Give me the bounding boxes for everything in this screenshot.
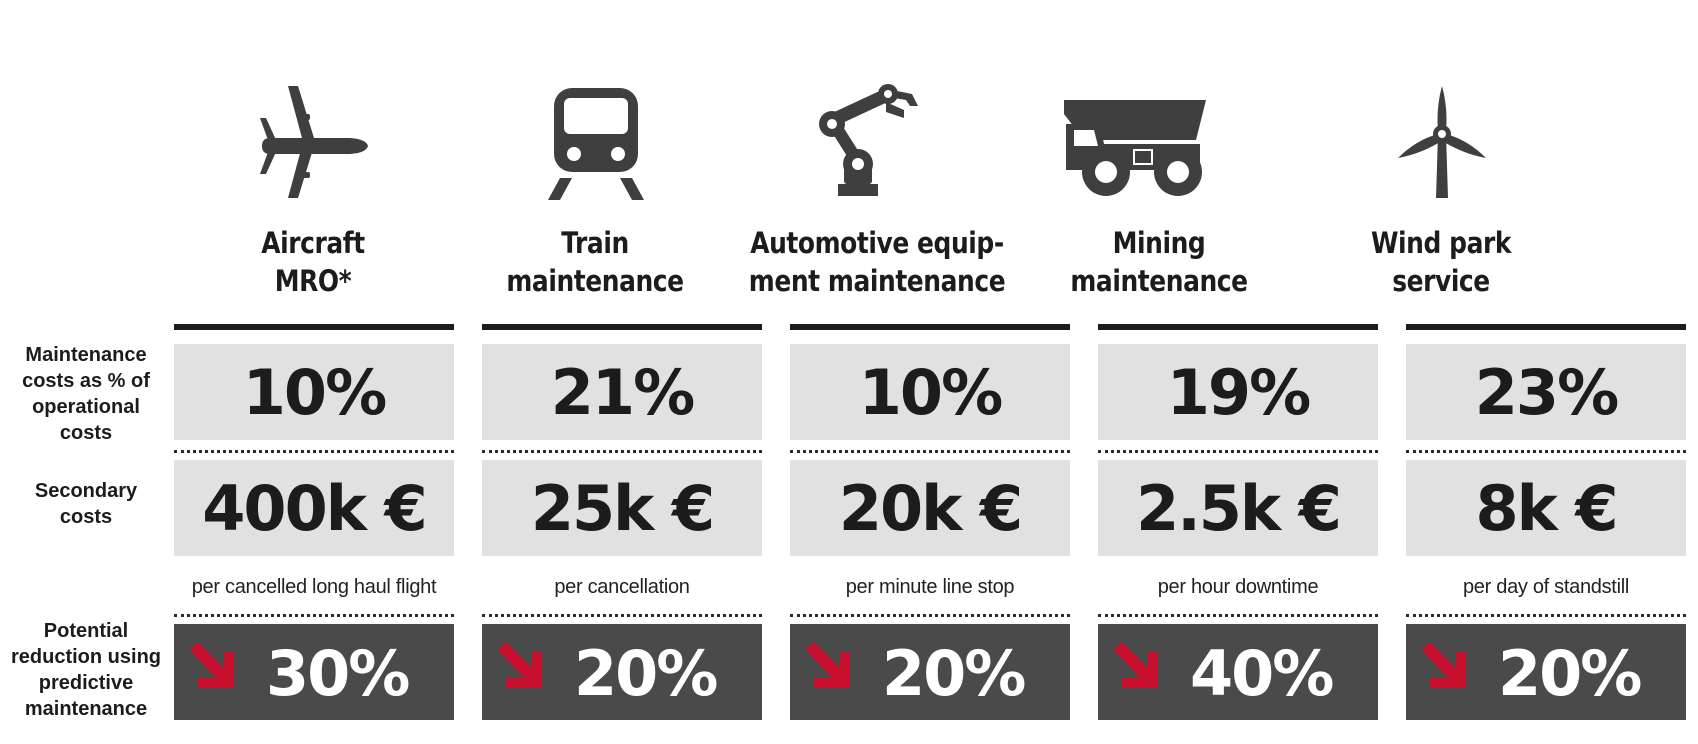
row-label-potential-reduction: Potential reduction using predictive mai… xyxy=(11,620,161,720)
title-train-maintenance: Train maintenance xyxy=(506,226,684,298)
secondary-cost-mining: 2.5k € xyxy=(1098,460,1378,556)
divider-thick xyxy=(174,324,454,330)
divider-dotted xyxy=(1406,614,1686,617)
reduction-automotive: 20% xyxy=(790,624,1070,720)
divider-dotted xyxy=(174,614,454,617)
divider-dotted xyxy=(174,450,454,453)
note-mining: per hour downtime xyxy=(1157,576,1319,598)
note-train: per cancellation xyxy=(554,576,690,598)
divider-dotted xyxy=(482,450,762,453)
secondary-cost-train: 25k € xyxy=(482,460,762,556)
maintenance-pct-train: 21% xyxy=(482,344,762,440)
divider-thick xyxy=(482,324,762,330)
maintenance-pct-mining: 19% xyxy=(1098,344,1378,440)
reduction-value: 30% xyxy=(266,637,410,710)
arrow-down-right-icon xyxy=(1422,642,1466,688)
train-icon xyxy=(526,84,666,200)
divider-dotted xyxy=(482,614,762,617)
reduction-value: 40% xyxy=(1190,637,1334,710)
maintenance-pct-wind: 23% xyxy=(1406,344,1686,440)
note-automotive: per minute line stop xyxy=(845,576,1015,598)
row-label-secondary-costs: Secondary costs xyxy=(34,480,138,528)
maintenance-pct-aircraft: 10% xyxy=(174,344,454,440)
arrow-down-right-icon xyxy=(498,642,542,688)
wind-turbine-icon xyxy=(1372,84,1512,200)
airplane-icon xyxy=(244,84,384,200)
title-wind-park-service: Wind park service xyxy=(1370,226,1512,298)
divider-dotted xyxy=(790,450,1070,453)
divider-dotted xyxy=(1098,614,1378,617)
secondary-cost-wind: 8k € xyxy=(1406,460,1686,556)
secondary-cost-automotive: 20k € xyxy=(790,460,1070,556)
divider-dotted xyxy=(1406,450,1686,453)
reduction-value: 20% xyxy=(574,637,718,710)
arrow-down-right-icon xyxy=(806,642,850,688)
reduction-train: 20% xyxy=(482,624,762,720)
divider-dotted xyxy=(790,614,1070,617)
title-mining-maintenance: Mining maintenance xyxy=(1070,226,1248,298)
maintenance-pct-automotive: 10% xyxy=(790,344,1070,440)
secondary-cost-aircraft: 400k € xyxy=(174,460,454,556)
arrow-down-right-icon xyxy=(1114,642,1158,688)
reduction-value: 20% xyxy=(1498,637,1642,710)
divider-thick xyxy=(1406,324,1686,330)
reduction-aircraft: 30% xyxy=(174,624,454,720)
divider-thick xyxy=(790,324,1070,330)
note-aircraft: per cancelled long haul flight xyxy=(191,576,437,598)
note-wind: per day of standstill xyxy=(1462,576,1629,598)
reduction-mining: 40% xyxy=(1098,624,1378,720)
row-label-maintenance-costs: Maintenance costs as % of operational co… xyxy=(22,344,150,444)
reduction-wind: 20% xyxy=(1406,624,1686,720)
reduction-value: 20% xyxy=(882,637,1026,710)
arrow-down-right-icon xyxy=(190,642,234,688)
divider-dotted xyxy=(1098,450,1378,453)
title-aircraft-mro: Aircraft MRO* xyxy=(261,226,365,298)
robot-arm-icon xyxy=(808,84,948,200)
title-automotive-maintenance: Automotive equip-ment maintenance xyxy=(748,226,1006,298)
divider-thick xyxy=(1098,324,1378,330)
dump-truck-icon xyxy=(1060,84,1216,200)
